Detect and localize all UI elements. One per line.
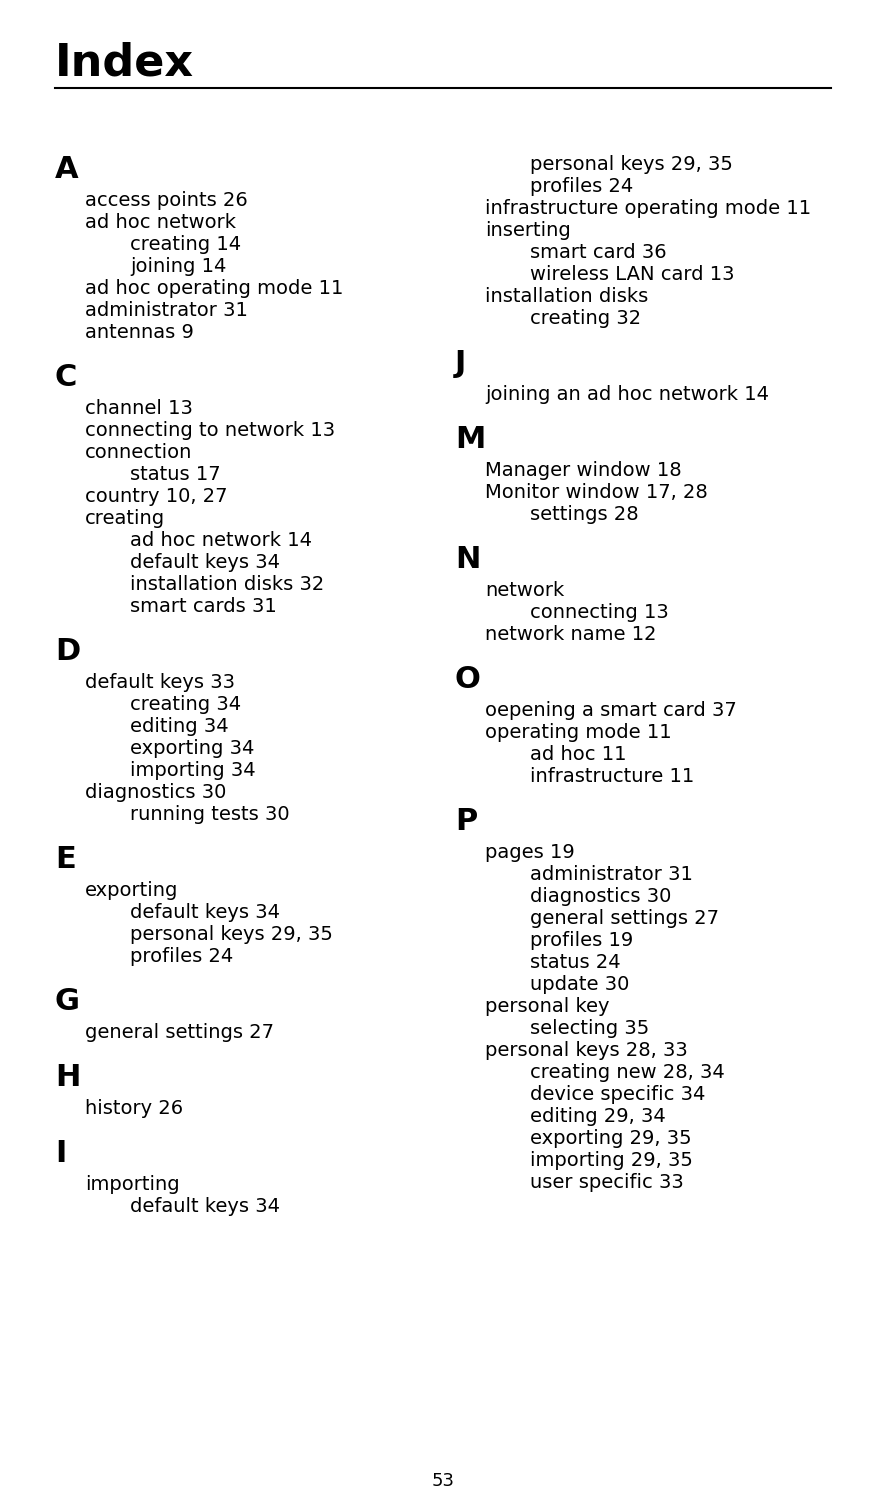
Text: diagnostics 30: diagnostics 30 [530,888,672,906]
Text: D: D [55,637,81,666]
Text: smart card 36: smart card 36 [530,243,666,262]
Text: inserting: inserting [485,222,571,240]
Text: infrastructure 11: infrastructure 11 [530,767,695,787]
Text: Index: Index [55,42,194,84]
Text: default keys 34: default keys 34 [130,553,280,573]
Text: creating: creating [85,509,165,527]
Text: creating 14: creating 14 [130,235,241,255]
Text: antennas 9: antennas 9 [85,322,194,342]
Text: diagnostics 30: diagnostics 30 [85,784,227,802]
Text: ad hoc network: ad hoc network [85,212,236,232]
Text: I: I [55,1139,66,1168]
Text: creating new 28, 34: creating new 28, 34 [530,1062,725,1082]
Text: 53: 53 [431,1472,455,1490]
Text: administrator 31: administrator 31 [85,301,248,319]
Text: default keys 33: default keys 33 [85,674,235,692]
Text: device specific 34: device specific 34 [530,1085,705,1105]
Text: personal keys 29, 35: personal keys 29, 35 [130,925,333,943]
Text: N: N [455,546,480,574]
Text: network name 12: network name 12 [485,625,657,643]
Text: editing 34: editing 34 [130,717,229,735]
Text: status 17: status 17 [130,466,221,484]
Text: joining an ad hoc network 14: joining an ad hoc network 14 [485,384,769,404]
Text: P: P [455,808,478,836]
Text: importing 29, 35: importing 29, 35 [530,1151,693,1169]
Text: user specific 33: user specific 33 [530,1172,684,1192]
Text: ad hoc operating mode 11: ad hoc operating mode 11 [85,279,344,298]
Text: joining 14: joining 14 [130,258,227,276]
Text: update 30: update 30 [530,975,629,995]
Text: channel 13: channel 13 [85,399,193,417]
Text: installation disks: installation disks [485,286,649,306]
Text: importing 34: importing 34 [130,761,256,781]
Text: selecting 35: selecting 35 [530,1019,649,1038]
Text: connection: connection [85,443,192,463]
Text: settings 28: settings 28 [530,505,639,524]
Text: installation disks 32: installation disks 32 [130,576,324,594]
Text: M: M [455,425,486,454]
Text: wireless LAN card 13: wireless LAN card 13 [530,265,734,283]
Text: pages 19: pages 19 [485,842,575,862]
Text: connecting to network 13: connecting to network 13 [85,420,335,440]
Text: O: O [455,665,481,695]
Text: oepening a smart card 37: oepening a smart card 37 [485,701,737,720]
Text: ad hoc network 14: ad hoc network 14 [130,530,312,550]
Text: Monitor window 17, 28: Monitor window 17, 28 [485,484,708,502]
Text: A: A [55,155,79,184]
Text: G: G [55,987,80,1016]
Text: connecting 13: connecting 13 [530,603,669,622]
Text: profiles 24: profiles 24 [130,946,233,966]
Text: country 10, 27: country 10, 27 [85,487,228,506]
Text: ad hoc 11: ad hoc 11 [530,744,626,764]
Text: exporting 29, 35: exporting 29, 35 [530,1129,692,1148]
Text: creating 32: creating 32 [530,309,641,329]
Text: importing: importing [85,1175,180,1194]
Text: status 24: status 24 [530,952,620,972]
Text: smart cards 31: smart cards 31 [130,597,276,616]
Text: history 26: history 26 [85,1099,183,1118]
Text: personal key: personal key [485,998,610,1016]
Text: general settings 27: general settings 27 [530,909,719,928]
Text: J: J [455,350,466,378]
Text: network: network [485,582,564,600]
Text: H: H [55,1062,81,1093]
Text: running tests 30: running tests 30 [130,805,290,824]
Text: editing 29, 34: editing 29, 34 [530,1108,665,1126]
Text: administrator 31: administrator 31 [530,865,693,885]
Text: operating mode 11: operating mode 11 [485,723,672,741]
Text: default keys 34: default keys 34 [130,1197,280,1216]
Text: E: E [55,845,75,874]
Text: profiles 24: profiles 24 [530,176,633,196]
Text: infrastructure operating mode 11: infrastructure operating mode 11 [485,199,811,219]
Text: general settings 27: general settings 27 [85,1023,274,1041]
Text: personal keys 29, 35: personal keys 29, 35 [530,155,733,173]
Text: C: C [55,363,77,392]
Text: exporting 34: exporting 34 [130,738,254,758]
Text: Manager window 18: Manager window 18 [485,461,681,481]
Text: exporting: exporting [85,882,178,900]
Text: personal keys 28, 33: personal keys 28, 33 [485,1041,688,1059]
Text: access points 26: access points 26 [85,191,248,209]
Text: default keys 34: default keys 34 [130,903,280,922]
Text: profiles 19: profiles 19 [530,931,633,949]
Text: creating 34: creating 34 [130,695,241,714]
